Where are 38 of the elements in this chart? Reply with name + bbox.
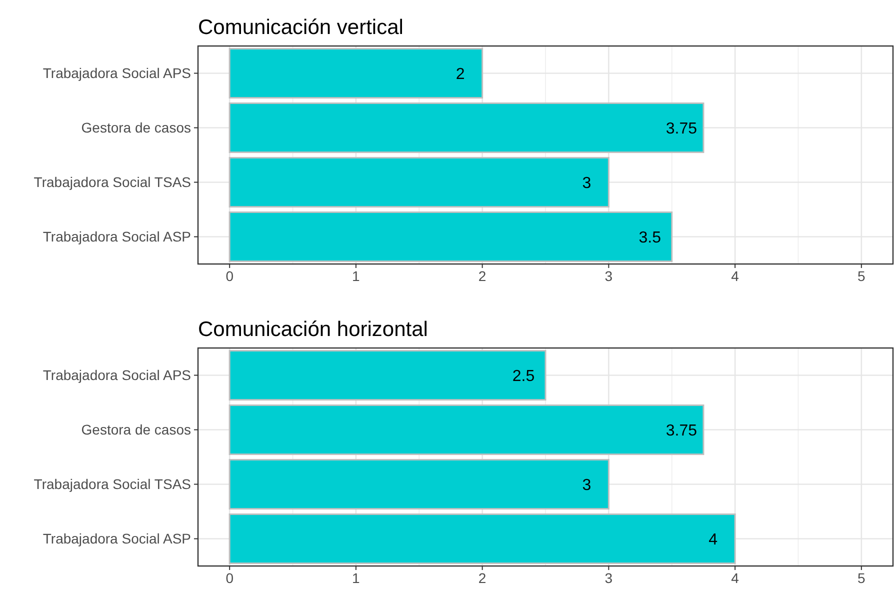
x-tick-label: 1 [352, 268, 360, 284]
bar [228, 513, 736, 564]
bar [228, 102, 704, 154]
y-tick-label: Trabajadora Social ASP [42, 530, 191, 547]
y-tick-label: Trabajadora Social TSAS [34, 174, 191, 190]
x-tick-label: 5 [858, 268, 866, 284]
y-tick-label: Gestora de casos [81, 120, 191, 136]
x-tick-label: 0 [226, 268, 234, 284]
bar [228, 350, 546, 401]
y-tick-label: Trabajadora Social APS [42, 65, 191, 82]
x-tick-label: 4 [731, 570, 740, 586]
data-label: 3 [582, 174, 592, 192]
data-label: 2 [456, 66, 465, 83]
bar [228, 156, 610, 208]
bar [228, 404, 704, 456]
x-tick-label: 0 [226, 570, 234, 586]
data-label: 3.75 [666, 120, 698, 138]
x-tick-label: 4 [731, 268, 740, 284]
data-label: 4 [708, 531, 718, 548]
y-tick-label: Trabajadora Social ASP [42, 228, 191, 245]
data-label: 2.5 [512, 368, 535, 385]
data-label: 3.5 [638, 229, 662, 246]
x-tick-label: 3 [604, 268, 613, 284]
x-tick-label: 2 [478, 570, 486, 586]
bar [228, 458, 610, 510]
bar [228, 211, 673, 262]
y-tick-label: Trabajadora Social APS [42, 367, 191, 384]
x-tick-label: 5 [858, 570, 866, 586]
chart-title: Comunicación horizontal [198, 318, 428, 341]
y-tick-label: Gestora de casos [81, 422, 191, 438]
bar [228, 48, 484, 99]
y-tick-label: Trabajadora Social TSAS [34, 476, 191, 492]
data-label: 3.75 [666, 422, 698, 440]
data-label: 3 [582, 476, 592, 494]
x-tick-label: 3 [604, 570, 613, 586]
x-tick-label: 1 [352, 570, 360, 586]
chart-title: Comunicación vertical [198, 16, 404, 39]
x-tick-label: 2 [478, 268, 486, 284]
